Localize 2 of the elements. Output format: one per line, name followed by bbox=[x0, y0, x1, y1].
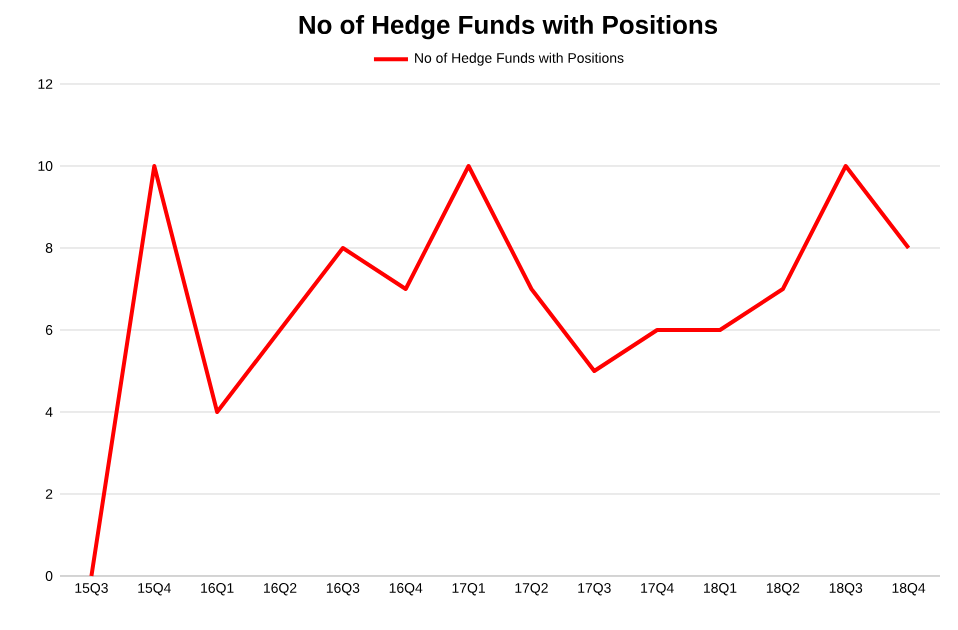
chart-title: No of Hedge Funds with Positions bbox=[299, 15, 718, 40]
line-series bbox=[89, 163, 911, 578]
